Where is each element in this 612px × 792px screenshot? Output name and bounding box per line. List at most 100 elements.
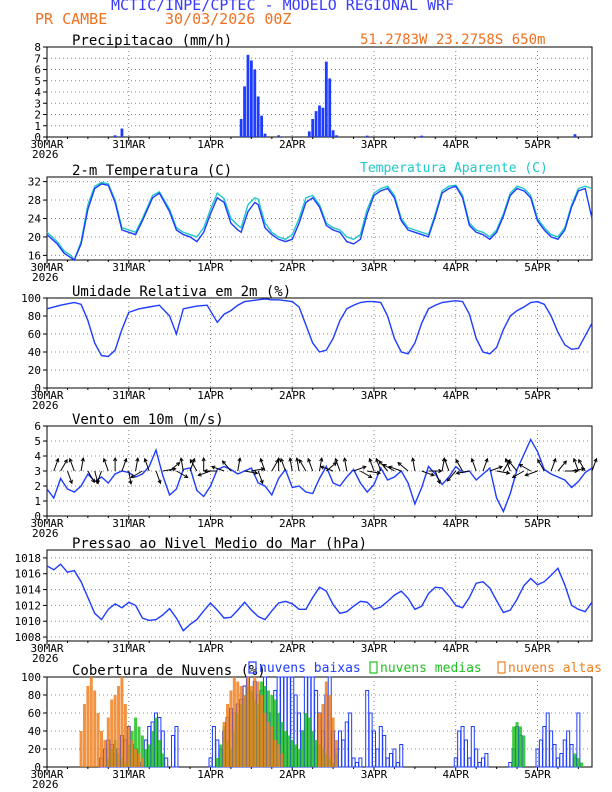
precip-bar <box>573 134 577 137</box>
cloud-bar <box>253 677 257 767</box>
wind-arrow <box>271 459 279 472</box>
wind-arrow-head <box>438 468 443 474</box>
wind-arrow-head <box>552 457 557 463</box>
x-year-label: 2026 <box>32 652 59 665</box>
cloud-series-nuvens-altas <box>79 677 339 767</box>
precip-bar <box>256 96 260 137</box>
wind-arrow-head <box>143 457 148 463</box>
wind-arrow <box>434 470 441 484</box>
cloud-bar <box>324 681 328 767</box>
wind-arrow-head <box>498 465 504 470</box>
wind-arrow-head <box>518 463 523 468</box>
precip-bar <box>253 69 257 137</box>
cloud-bar <box>576 758 580 767</box>
cloud-bar <box>266 722 270 767</box>
wind-arrow <box>397 462 409 472</box>
wind-arrow-head <box>319 457 324 462</box>
wind-arrow-head <box>259 457 264 463</box>
cloud-bar <box>474 748 479 768</box>
wind-arrow <box>455 459 463 472</box>
wind-arrow <box>80 458 84 472</box>
x-tick-label: 30MAR <box>30 768 63 781</box>
y-tick-label: 6 <box>34 420 41 433</box>
panel-title: Vento em 10m (m/s) <box>72 412 224 428</box>
y-tick-label: 20 <box>28 231 41 244</box>
cloud-bar <box>348 712 353 768</box>
panel-title: Precipitacao (mm/h) <box>72 33 232 49</box>
plot-frame <box>46 297 593 389</box>
wind-arrow <box>244 470 258 474</box>
y-tick-label: 32 <box>28 176 41 189</box>
wind-arrow <box>557 460 567 472</box>
wind-arrow <box>578 459 586 472</box>
x-tick-label: 1APR <box>197 261 224 274</box>
cloud-bar <box>113 695 117 767</box>
wind-arrow-head <box>376 470 382 475</box>
x-tick-label: 3APR <box>361 261 388 274</box>
y-tick-label: 3 <box>34 465 41 478</box>
cloud-bar <box>328 695 332 767</box>
wind-arrow <box>296 458 300 472</box>
wind-arrow-head <box>128 480 133 485</box>
wind-arrow <box>69 458 75 472</box>
precip-bar <box>239 119 243 137</box>
wind-arrow-head <box>237 457 242 462</box>
wind-arrow <box>176 470 188 478</box>
x-tick-label: 31MAR <box>112 642 145 655</box>
cloud-bar <box>351 757 356 768</box>
x-year-label: 2026 <box>32 271 59 284</box>
cloud-bar <box>287 735 291 767</box>
cloud-bar <box>566 730 571 768</box>
x-tick-label: 3APR <box>361 138 388 151</box>
cloud-bar <box>147 744 151 767</box>
cloud-bar <box>335 740 339 767</box>
wind-arrow-head <box>55 457 60 463</box>
wind-arrow <box>367 470 381 474</box>
x-tick-label: 5APR <box>524 261 551 274</box>
wind-arrow <box>257 470 264 484</box>
wind-arrow <box>388 466 402 472</box>
x-tick-label: 4APR <box>443 768 470 781</box>
wind-arrow <box>189 458 195 472</box>
y-tick-label: 5 <box>34 435 41 448</box>
x-tick-label: 1APR <box>197 389 224 402</box>
y-tick-label: 1012 <box>15 599 42 612</box>
station-name: PR CAMBE <box>35 10 108 28</box>
wind-arrow <box>66 470 73 484</box>
cloud-bar <box>106 717 110 767</box>
y-tick-label: 8 <box>34 41 41 54</box>
cloud-bar <box>508 762 513 768</box>
wind-arrow-head <box>307 457 312 463</box>
cloud-bar <box>130 740 134 767</box>
wind-arrow <box>519 464 531 472</box>
cloud-bar <box>236 681 240 767</box>
cloud-bar <box>226 704 230 767</box>
x-tick-label: 4APR <box>443 642 470 655</box>
series-line-velocidade <box>46 437 593 514</box>
y-tick-label: 1016 <box>15 568 42 581</box>
wind-arrow-head <box>397 461 402 467</box>
cloud-bar <box>358 757 363 768</box>
wind-arrow-head <box>298 458 303 464</box>
wind-arrow-head <box>443 457 448 463</box>
wind-arrow <box>591 458 597 472</box>
x-tick-label: 5APR <box>524 138 551 151</box>
x-tick-label: 2APR <box>279 517 306 530</box>
run-datetime: 30/03/2026 00Z <box>165 10 292 28</box>
cloud-bar <box>515 722 519 767</box>
cloud-bar <box>93 690 97 767</box>
x-tick-label: 4APR <box>443 138 470 151</box>
wind-arrow <box>144 458 150 472</box>
wind-arrow <box>298 459 307 472</box>
x-tick-label: 3APR <box>361 642 388 655</box>
cloud-bar <box>123 704 127 767</box>
cloud-bar <box>144 749 148 767</box>
x-tick-label: 30MAR <box>30 138 63 151</box>
precip-bar <box>243 86 246 137</box>
wind-arrow <box>496 470 510 474</box>
y-tick-label: 1 <box>34 495 41 508</box>
x-year-label: 2026 <box>32 399 59 412</box>
wind-arrow <box>260 458 266 472</box>
y-tick-label: 0 <box>34 131 41 144</box>
wind-arrow <box>360 470 372 478</box>
